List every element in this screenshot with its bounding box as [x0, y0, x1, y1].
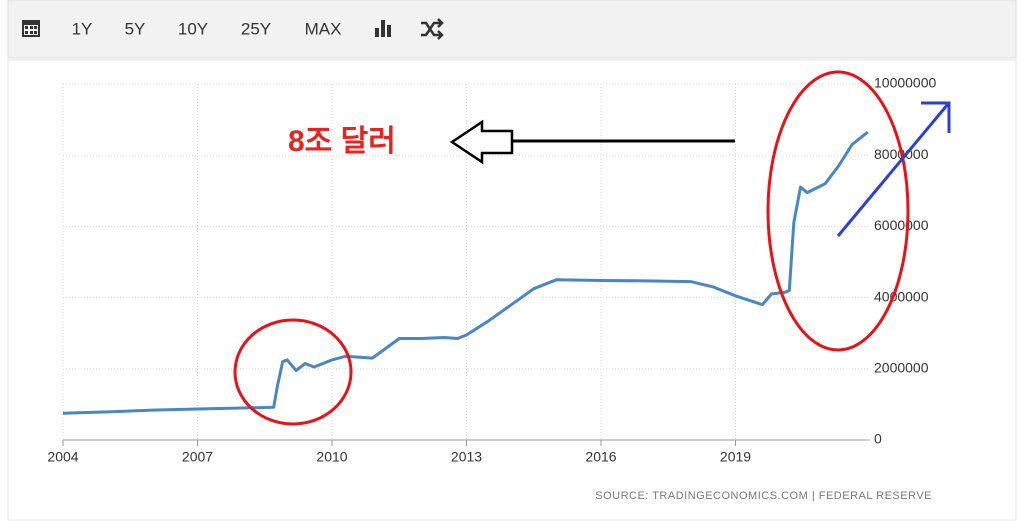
- x-tick-label: 2016: [585, 449, 616, 465]
- y-tick-label: 4000000: [874, 288, 929, 304]
- y-tick-label: 2000000: [874, 360, 929, 376]
- range-button[interactable]: MAX: [305, 19, 342, 38]
- calendar-icon[interactable]: [22, 20, 40, 37]
- highlight-circle: [766, 70, 910, 352]
- x-tick-label: 2019: [720, 449, 751, 465]
- bar-icon[interactable]: [375, 20, 391, 37]
- y-tick-label: 10000000: [874, 75, 937, 91]
- highlight-circle: [233, 318, 353, 426]
- x-tick-label: 2013: [451, 449, 482, 465]
- chart-panel: [7, 59, 1017, 521]
- range-button[interactable]: 1Y: [72, 19, 93, 38]
- source: SOURCE: TRADINGECONOMICS.COM | FEDERAL R…: [595, 490, 932, 502]
- range-button[interactable]: 25Y: [241, 19, 271, 38]
- x-tick-label: 2004: [47, 449, 78, 465]
- trend-arrow: [836, 101, 951, 237]
- y-tick-label: 6000000: [874, 217, 929, 233]
- y-tick-label: 0: [874, 431, 882, 447]
- annotation-arrow: [449, 119, 735, 165]
- data-line: [62, 130, 869, 415]
- range-button[interactable]: 5Y: [125, 19, 146, 38]
- range-button[interactable]: 10Y: [178, 19, 208, 38]
- x-tick-label: 2007: [182, 449, 213, 465]
- annotation: 8조 달러: [288, 125, 396, 158]
- shuffle-icon[interactable]: [421, 18, 444, 40]
- toolbar: [7, 0, 1017, 59]
- x-tick-label: 2010: [316, 449, 347, 465]
